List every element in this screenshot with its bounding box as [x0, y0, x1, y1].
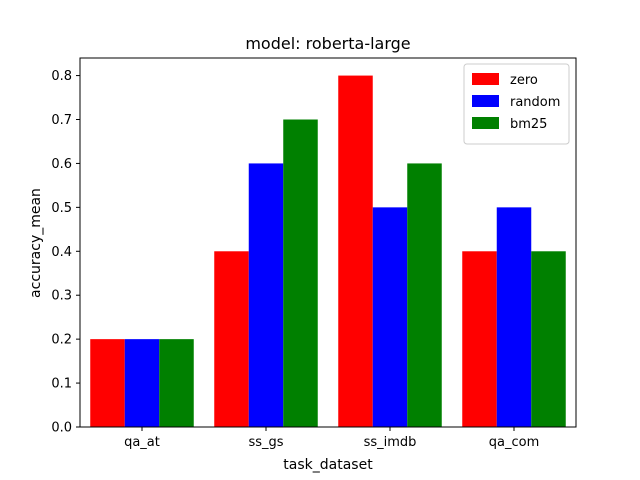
bar-zero-qa_com [462, 251, 497, 427]
x-tick-label: qa_at [124, 435, 160, 450]
bar-bm25-ss_imdb [407, 163, 442, 427]
legend-swatch-bm25 [472, 117, 499, 129]
x-tick-label: qa_com [489, 435, 539, 450]
bars-group [90, 75, 566, 428]
y-tick-label: 0.4 [51, 245, 72, 260]
x-tick-label: ss_gs [248, 435, 283, 450]
y-tick-label: 0.1 [51, 377, 72, 392]
y-tick-label: 0.8 [51, 69, 72, 84]
x-tick-label: ss_imdb [364, 435, 417, 450]
bar-random-qa_com [496, 207, 532, 427]
y-axis-title: accuracy_mean [28, 188, 44, 298]
bar-bm25-qa_at [159, 339, 194, 427]
axes-group [79, 57, 577, 428]
y-tick-label: 0.0 [51, 421, 72, 436]
y-tick-label: 0.6 [51, 157, 72, 172]
plot-frame [79, 57, 577, 428]
y-tick-label: 0.2 [51, 333, 72, 348]
y-tick-label: 0.7 [51, 113, 72, 128]
bar-bm25-qa_com [531, 251, 566, 427]
chart-title: model: roberta-large [245, 34, 410, 53]
legend-swatch-zero [472, 73, 499, 85]
bar-zero-ss_gs [214, 251, 249, 427]
ticks-group: 0.0 0.1 0.2 0.3 0.4 0.5 0.6 0.7 0.8 qa_at ss_gs ss_… [51, 69, 539, 450]
bar-random-qa_at [124, 339, 160, 427]
y-tick-label: 0.5 [51, 201, 72, 216]
legend-swatch-random [472, 95, 499, 107]
bar-zero-ss_imdb [338, 75, 373, 428]
bar-random-ss_imdb [372, 207, 408, 427]
legend-label-zero: zero [510, 73, 538, 88]
y-tick-label: 0.3 [51, 289, 72, 304]
bar-bm25-ss_gs [283, 119, 318, 427]
bar-random-ss_gs [248, 163, 284, 427]
x-axis-title: task_dataset [283, 457, 373, 473]
legend-label-random: random [510, 95, 560, 110]
legend: zero random bm25 [463, 63, 570, 145]
legend-label-bm25: bm25 [510, 117, 547, 132]
bar-zero-qa_at [90, 339, 125, 427]
